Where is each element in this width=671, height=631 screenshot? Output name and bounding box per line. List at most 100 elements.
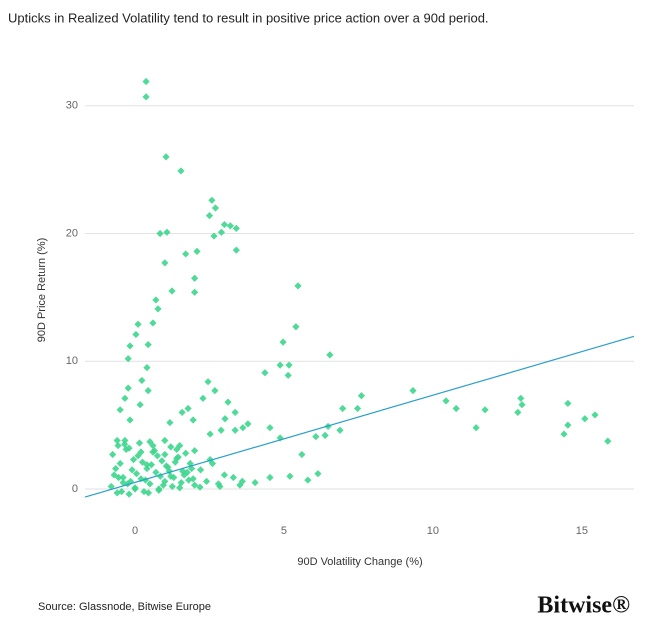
scatter-point <box>161 477 169 485</box>
y-tick-label: 0 <box>72 483 78 495</box>
scatter-point <box>279 338 287 346</box>
scatter-point <box>191 274 199 282</box>
scatter-point <box>147 461 156 469</box>
scatter-point <box>251 479 259 487</box>
scatter-point <box>140 487 148 496</box>
scatter-point <box>518 401 526 409</box>
scatter-point <box>232 224 240 233</box>
scatter-point <box>135 439 144 447</box>
scatter-point <box>229 473 237 482</box>
scatter-point <box>125 444 133 452</box>
scatter-point <box>161 436 169 445</box>
x-tick-label: 10 <box>427 525 439 537</box>
scatter-point <box>211 204 220 212</box>
scatter-point <box>191 288 199 296</box>
scatter-point <box>357 392 366 400</box>
scatter-point <box>210 232 218 240</box>
scatter-point <box>231 426 239 434</box>
scatter-point <box>560 430 568 438</box>
scatter-point <box>112 464 120 473</box>
scatter-point <box>110 471 118 479</box>
scatter-point <box>143 464 151 473</box>
scatter-point <box>121 440 129 448</box>
scatter-point <box>191 481 199 489</box>
scatter-point <box>162 153 170 161</box>
scatter-point <box>143 461 151 469</box>
scatter-point <box>189 475 197 483</box>
scatter-point <box>224 398 232 406</box>
scatter-point <box>199 394 207 402</box>
scatter-point <box>144 387 152 395</box>
scatter-point <box>314 470 322 478</box>
scatter-point <box>129 456 138 464</box>
scatter-point <box>113 436 121 445</box>
scatter-point <box>176 441 184 450</box>
scatter-point <box>182 250 190 258</box>
scatter-point <box>156 229 164 238</box>
scatter-point <box>150 447 159 455</box>
scatter-point <box>165 467 173 475</box>
scatter-point <box>115 473 123 482</box>
scatter-point <box>179 467 187 475</box>
scatter-point <box>159 481 167 489</box>
scatter-point <box>409 387 417 395</box>
trend-line <box>84 335 635 498</box>
scatter-point <box>182 449 190 457</box>
scatter-point <box>134 452 142 460</box>
scatter-point <box>472 424 480 432</box>
scatter-point <box>196 466 205 474</box>
scatter-point <box>481 406 489 414</box>
scatter-point <box>136 401 144 409</box>
scatter-point <box>144 489 153 497</box>
scatter-point <box>176 484 184 492</box>
x-axis-label: 90D Volatility Change (%) <box>297 556 422 568</box>
y-tick-label: 10 <box>66 355 78 367</box>
y-tick-label: 20 <box>66 227 78 239</box>
scatter-point <box>124 384 132 392</box>
scatter-point <box>173 445 181 454</box>
scatter-point <box>126 477 135 485</box>
scatter-point <box>581 415 589 423</box>
scatter-point <box>149 441 157 450</box>
scatter-point <box>144 341 152 349</box>
scatter-point <box>177 167 185 175</box>
scatter-point <box>452 404 460 413</box>
scatter-point <box>155 485 163 493</box>
scatter-point <box>216 482 224 491</box>
scatter-point <box>217 426 225 434</box>
scatter-point <box>220 471 229 479</box>
scatter-point <box>125 490 133 498</box>
scatter-point <box>193 247 201 256</box>
scatter-point <box>162 462 170 470</box>
scatter-point <box>161 259 169 267</box>
scatter-point <box>226 222 234 230</box>
scatter-point <box>119 479 127 487</box>
scatter-point <box>231 408 239 416</box>
x-tick-label: 0 <box>132 525 138 537</box>
scatter-point <box>184 404 192 413</box>
scatter-point <box>124 355 132 363</box>
scatter-point <box>153 452 161 460</box>
scatter-point <box>304 476 312 484</box>
scatter-point <box>298 450 306 459</box>
scatter-point <box>156 472 164 480</box>
scatter-point <box>122 445 130 454</box>
scatter-point <box>121 436 129 445</box>
scatter-point <box>208 196 216 204</box>
scatter-point <box>137 448 145 456</box>
scatter-point <box>321 431 329 439</box>
scatter-point <box>171 458 179 466</box>
scatter-point <box>138 376 146 385</box>
scatter-point <box>221 415 229 423</box>
scatter-point <box>161 450 169 459</box>
brand-logo: Bitwise® <box>537 593 630 619</box>
y-tick-label: 30 <box>66 100 78 112</box>
scatter-point <box>285 361 293 369</box>
scatter-point <box>517 394 525 402</box>
scatter-point <box>564 421 572 429</box>
scatter-point <box>134 320 142 328</box>
scatter-point <box>132 470 141 478</box>
scatter-point <box>284 371 292 379</box>
